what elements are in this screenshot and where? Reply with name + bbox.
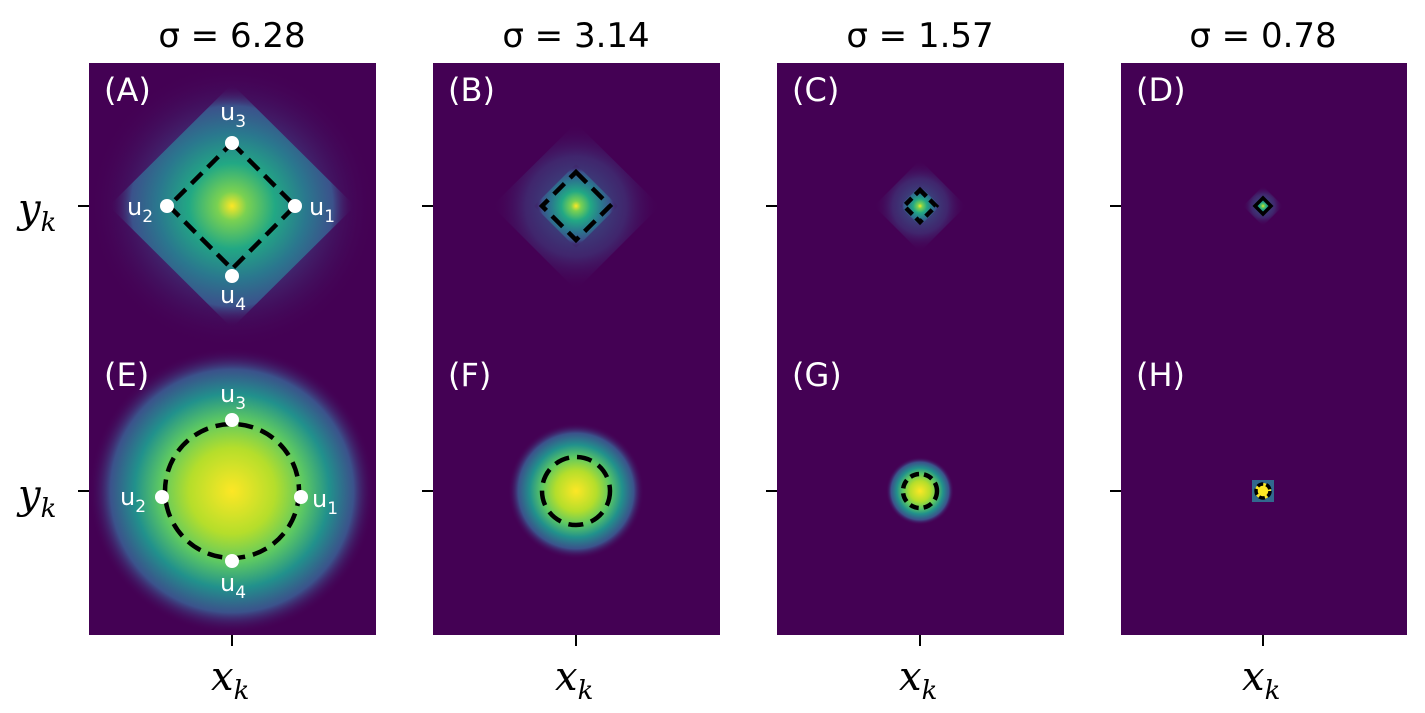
y-ticks — [78, 205, 1121, 492]
x-ticks — [231, 635, 1264, 646]
panel-a-density — [109, 84, 355, 328]
point-u4-marker — [225, 554, 239, 568]
x-axis-label: xk — [1242, 654, 1280, 706]
point-u1-marker — [294, 490, 308, 504]
panel-a: u1 u2 u3 u4 (A) — [89, 63, 376, 349]
x-axis-label: xk — [899, 654, 937, 706]
column-titles: σ = 6.28 σ = 3.14 σ = 1.57 σ = 0.78 — [158, 16, 1336, 56]
point-u3-marker — [225, 413, 239, 427]
panel-f-dashed-circle — [539, 454, 613, 528]
panel-label: (D) — [1136, 71, 1186, 109]
panel-g-density — [886, 457, 954, 525]
point-u1-label: u1 — [312, 485, 338, 519]
point-u4-marker — [225, 269, 239, 283]
panel-label: (A) — [104, 71, 151, 109]
point-u2-marker — [155, 490, 169, 504]
point-u4-label: u4 — [220, 281, 246, 315]
column-title: σ = 1.57 — [846, 16, 993, 56]
panel-label: (E) — [104, 356, 149, 394]
panel-e-density — [89, 348, 375, 634]
panel-label: (H) — [1136, 356, 1185, 394]
point-u3-marker — [225, 136, 239, 150]
y-axis-label: yk — [16, 472, 56, 524]
panel-c-dashed-diamond — [900, 186, 940, 226]
point-u2-label: u2 — [120, 483, 146, 517]
panel-g-dashed-circle — [900, 471, 940, 511]
column-title: σ = 6.28 — [158, 16, 305, 56]
point-u3-label: u3 — [220, 380, 246, 414]
column-title: σ = 3.14 — [502, 16, 649, 56]
panel-f-density — [508, 423, 644, 559]
panel-label: (F) — [448, 356, 491, 394]
panel-b-dashed-diamond — [538, 168, 614, 244]
panel-e: u1 u2 u3 u4 (E) — [89, 348, 376, 635]
panel-label: (B) — [448, 71, 495, 109]
panel-h-dashed-circle — [1254, 482, 1272, 500]
panel-b-density — [534, 164, 618, 248]
panel-label: (C) — [792, 71, 839, 109]
point-u1-marker — [288, 199, 302, 213]
x-axis-label: xk — [555, 654, 593, 706]
panel-c: (C) — [777, 63, 1064, 349]
point-u2-marker — [160, 199, 174, 213]
panel-c-density — [900, 186, 940, 226]
panel-b: (B) — [433, 63, 720, 349]
panel-a-dashed-diamond — [165, 139, 299, 273]
column-title: σ = 0.78 — [1189, 16, 1336, 56]
panel-d-dashed-diamond — [1252, 195, 1274, 217]
y-axis-label: yk — [16, 186, 56, 238]
point-u1-label: u1 — [309, 193, 335, 227]
panel-g: (G) — [777, 349, 1064, 635]
x-axis-label: xk — [211, 654, 249, 706]
point-u4-label: u4 — [220, 569, 246, 603]
point-u2-label: u2 — [127, 193, 153, 227]
panel-h: (H) — [1121, 349, 1407, 635]
point-u3-label: u3 — [220, 98, 246, 132]
panel-f: (F) — [433, 349, 720, 635]
panel-label: (G) — [792, 356, 842, 394]
panel-d: (D) — [1121, 63, 1407, 349]
